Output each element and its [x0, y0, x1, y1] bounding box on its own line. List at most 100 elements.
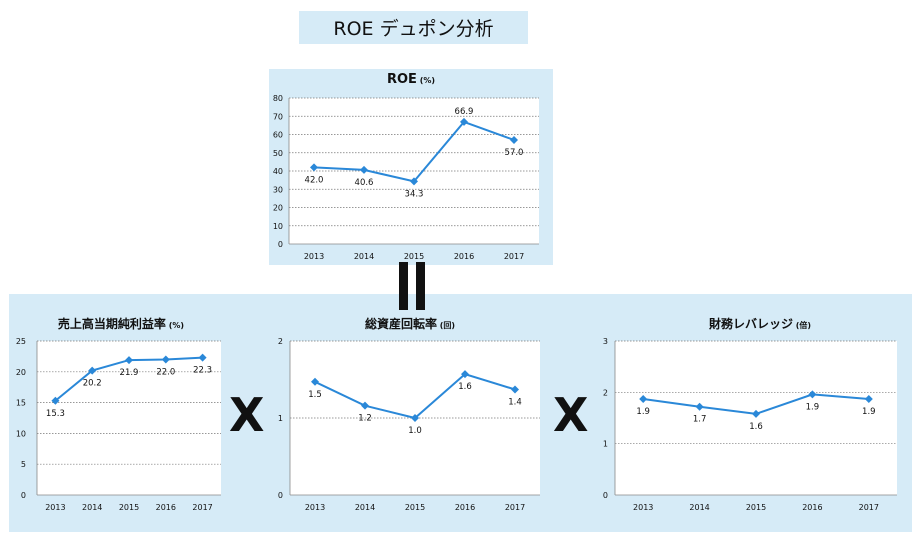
data-point-marker	[695, 402, 704, 411]
x-tick-label: 2016	[156, 503, 176, 512]
chart-title: 総資産回転率 (回)	[365, 316, 455, 331]
data-label: 1.2	[358, 414, 372, 424]
y-tick-label: 15	[16, 399, 26, 408]
data-point-marker	[639, 395, 648, 404]
y-tick-label: 20	[273, 204, 283, 213]
data-point-marker	[752, 409, 760, 418]
y-tick-label: 30	[273, 185, 283, 194]
plot-area	[615, 341, 897, 495]
chart-title-unit: (回)	[437, 321, 455, 330]
data-point-marker	[360, 165, 368, 174]
x-tick-label: 2014	[689, 503, 709, 512]
x-tick-label: 2016	[455, 503, 475, 512]
chart-title-text: ROE	[387, 72, 417, 87]
plot-area	[37, 341, 221, 495]
y-tick-label: 0	[278, 240, 283, 249]
x-tick-label: 2015	[746, 503, 766, 512]
x-tick-label: 2017	[505, 503, 525, 512]
y-tick-label: 0	[603, 491, 608, 500]
data-label: 1.9	[806, 402, 820, 412]
y-tick-label: 50	[273, 149, 283, 158]
multiply-sign-2: X	[553, 388, 589, 442]
asset-turnover-chart-panel: 総資産回転率 (回) 0 1 2 2013 2014 2015 2016 2017 1.5 1.2 1…	[268, 294, 548, 532]
x-tick-label: 2016	[454, 252, 474, 261]
x-tick-label: 2014	[354, 252, 374, 261]
data-point-marker	[361, 401, 369, 410]
net-margin-chart: 売上高当期純利益率 (%) 0 5 10 15 20 25 2013 2014 2015 2016 2…	[16, 316, 221, 512]
x-tick-label: 2015	[405, 503, 425, 512]
data-point-marker	[511, 385, 519, 394]
page-title: ROE デュポン分析	[299, 11, 528, 44]
data-point-marker	[808, 390, 817, 399]
chart-title-unit: (倍)	[793, 320, 811, 330]
chart-title-unit: (%)	[417, 76, 435, 85]
y-tick-label: 3	[603, 337, 608, 346]
y-tick-label: 5	[21, 460, 26, 469]
x-tick-label: 2013	[304, 252, 324, 261]
data-point-marker	[51, 396, 60, 405]
data-label: 20.2	[83, 379, 102, 389]
y-tick-label: 1	[278, 414, 283, 423]
data-point-marker	[510, 135, 518, 144]
multiply-sign-1: X	[229, 388, 265, 442]
asset-turnover-chart: 総資産回転率 (回) 0 1 2 2013 2014 2015 2016 2017 1.5 1.2 1…	[278, 316, 540, 512]
data-label: 22.3	[193, 366, 212, 376]
data-point-marker	[461, 370, 469, 379]
chart-title-text: 財務レバレッジ	[708, 316, 793, 331]
x-tick-label: 2014	[355, 503, 375, 512]
y-tick-label: 70	[273, 112, 283, 121]
y-tick-label: 10	[16, 429, 26, 438]
data-point-marker	[311, 377, 319, 386]
equals-sign	[399, 262, 425, 310]
y-tick-label: 0	[278, 491, 283, 500]
data-label: 1.5	[308, 390, 322, 400]
data-point-marker	[161, 355, 170, 364]
financial-leverage-chart: 財務レバレッジ (倍) 0 1 2 3 2013 2014 2015 2016 2017 1.9 1.…	[603, 316, 897, 512]
data-label: 1.9	[862, 407, 876, 417]
data-label: 66.9	[455, 107, 474, 117]
x-tick-label: 2016	[802, 503, 822, 512]
net-margin-chart-panel: 売上高当期純利益率 (%) 0 5 10 15 20 25 2013 2014 2015 2016 2…	[9, 294, 225, 532]
x-tick-label: 2013	[45, 503, 65, 512]
data-point-marker	[460, 117, 468, 126]
chart-title-unit: (%)	[166, 321, 184, 330]
y-tick-label: 10	[273, 222, 283, 231]
y-tick-label: 25	[16, 337, 26, 346]
data-label: 57.0	[505, 148, 524, 158]
data-label: 42.0	[305, 175, 324, 185]
roe-chart: ROE (%) 0 10 20 30 40 50 60 70 80 2013 2014 2015 2016…	[273, 72, 539, 261]
x-tick-label: 2015	[404, 252, 424, 261]
y-tick-label: 1	[603, 440, 608, 449]
x-tick-label: 2017	[192, 503, 212, 512]
data-point-marker	[198, 353, 207, 362]
chart-title: 売上高当期純利益率 (%)	[58, 316, 184, 331]
data-label: 40.6	[355, 178, 374, 188]
chart-title: 財務レバレッジ (倍)	[708, 316, 811, 331]
x-tick-label: 2017	[504, 252, 524, 261]
data-point-marker	[310, 163, 318, 172]
chart-title: ROE (%)	[387, 72, 435, 87]
x-tick-label: 2017	[859, 503, 879, 512]
data-label: 15.3	[46, 409, 65, 419]
y-tick-label: 40	[273, 167, 283, 176]
x-tick-label: 2014	[82, 503, 102, 512]
data-label: 1.6	[458, 382, 472, 392]
roe-chart-panel: ROE (%) 0 10 20 30 40 50 60 70 80 2013 2014 2015 2016…	[269, 69, 553, 265]
data-point-marker	[125, 356, 133, 365]
data-label: 1.0	[408, 426, 422, 436]
data-label: 1.7	[693, 415, 707, 425]
x-tick-label: 2013	[305, 503, 325, 512]
y-tick-label: 80	[273, 94, 283, 103]
data-point-marker	[411, 414, 419, 422]
data-label: 21.9	[120, 368, 139, 378]
y-tick-label: 0	[21, 491, 26, 500]
data-point-marker	[88, 366, 97, 375]
data-label: 1.9	[636, 407, 650, 417]
financial-leverage-chart-panel: 財務レバレッジ (倍) 0 1 2 3 2013 2014 2015 2016 2017 1.9 1.…	[590, 294, 912, 532]
data-label: 1.6	[749, 422, 763, 432]
y-tick-label: 60	[273, 131, 283, 140]
y-tick-label: 20	[16, 368, 26, 377]
x-tick-label: 2013	[633, 503, 653, 512]
data-point-marker	[864, 395, 873, 404]
data-label: 1.4	[508, 398, 522, 408]
